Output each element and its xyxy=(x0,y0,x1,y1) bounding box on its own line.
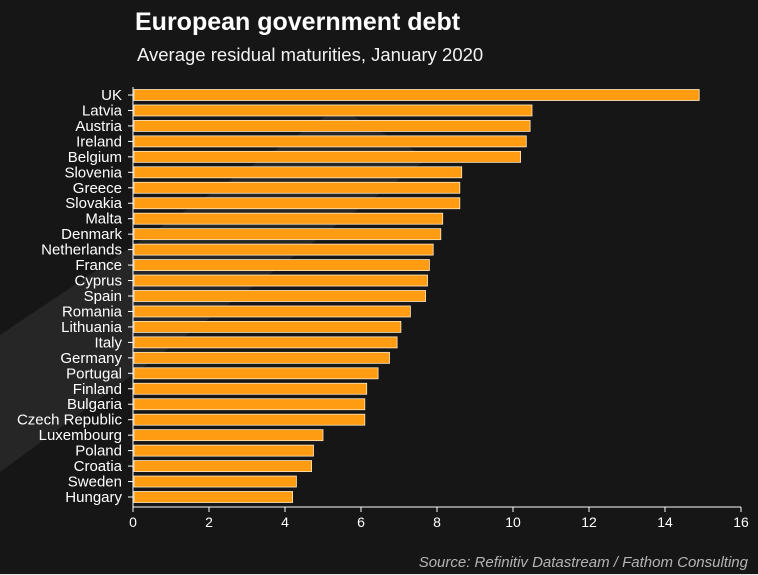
bar-poland xyxy=(133,444,314,457)
bars-group xyxy=(133,89,700,503)
category-label-slovenia: Slovenia xyxy=(64,164,122,181)
category-label-slovakia: Slovakia xyxy=(65,195,122,212)
y-axis-categories: UKLatviaAustriaIrelandBelgiumSloveniaGre… xyxy=(17,87,133,506)
bar-greece xyxy=(133,181,461,194)
category-label-hungary: Hungary xyxy=(65,489,122,506)
category-label-germany: Germany xyxy=(60,350,122,367)
category-label-malta: Malta xyxy=(85,211,122,228)
bar-hungary xyxy=(133,491,294,503)
x-tick-label: 8 xyxy=(433,514,441,530)
category-label-portugal: Portugal xyxy=(66,365,122,382)
category-label-cyprus: Cyprus xyxy=(74,273,122,290)
bar-slovenia xyxy=(133,166,463,179)
category-label-france: France xyxy=(75,257,122,274)
category-label-lithuania: Lithuania xyxy=(61,319,123,336)
category-label-latvia: Latvia xyxy=(82,102,123,119)
category-label-denmark: Denmark xyxy=(61,226,122,243)
chart-subtitle: Average residual maturities, January 202… xyxy=(137,44,483,65)
bar-austria xyxy=(133,120,531,132)
bar-france xyxy=(133,259,430,271)
category-label-spain: Spain xyxy=(84,288,122,305)
bar-sweden xyxy=(133,475,297,488)
category-label-netherlands: Netherlands xyxy=(41,242,122,259)
bar-romania xyxy=(133,305,411,318)
x-tick-label: 2 xyxy=(205,514,213,530)
category-label-czech-republic: Czech Republic xyxy=(17,412,123,429)
bar-bulgaria xyxy=(133,398,366,411)
bar-germany xyxy=(133,351,390,364)
category-label-bulgaria: Bulgaria xyxy=(67,396,123,413)
category-label-romania: Romania xyxy=(62,303,123,320)
x-tick-label: 14 xyxy=(657,514,673,530)
bar-croatia xyxy=(133,460,313,472)
category-label-ireland: Ireland xyxy=(76,133,122,150)
x-tick-label: 10 xyxy=(505,514,521,530)
category-label-belgium: Belgium xyxy=(68,149,122,166)
bar-luxembourg xyxy=(133,429,324,442)
category-label-luxembourg: Luxembourg xyxy=(39,427,122,444)
bar-lithuania xyxy=(133,321,402,333)
category-label-croatia: Croatia xyxy=(74,458,123,475)
bar-belgium xyxy=(133,150,522,163)
x-tick-label: 16 xyxy=(733,514,749,530)
bar-ireland xyxy=(133,135,527,148)
x-tick-label: 12 xyxy=(581,514,597,530)
category-label-greece: Greece xyxy=(73,180,122,197)
bar-finland xyxy=(133,382,368,395)
bar-denmark xyxy=(133,228,442,241)
x-tick-label: 0 xyxy=(129,514,137,530)
bar-spain xyxy=(133,290,427,302)
bar-slovakia xyxy=(133,197,461,210)
category-label-austria: Austria xyxy=(75,118,122,135)
x-axis-ticks: 0 2 4 6 8 10 12 14 16 xyxy=(129,507,749,530)
bar-latvia xyxy=(133,104,533,117)
bar-czech-republic xyxy=(133,413,366,426)
bar-portugal xyxy=(133,367,379,380)
category-label-sweden: Sweden xyxy=(68,474,122,491)
category-label-italy: Italy xyxy=(94,334,122,351)
chart-title: European government debt xyxy=(135,8,461,36)
bar-malta xyxy=(133,212,444,225)
bar-uk xyxy=(133,89,700,101)
bar-italy xyxy=(133,336,398,349)
bar-cyprus xyxy=(133,274,428,287)
bar-netherlands xyxy=(133,243,434,256)
x-tick-label: 4 xyxy=(281,514,289,530)
category-label-uk: UK xyxy=(101,87,122,104)
x-tick-label: 6 xyxy=(357,514,365,530)
category-label-finland: Finland xyxy=(73,381,122,398)
source-note: Source: Refinitiv Datastream / Fathom Co… xyxy=(419,554,749,571)
category-label-poland: Poland xyxy=(75,443,122,460)
